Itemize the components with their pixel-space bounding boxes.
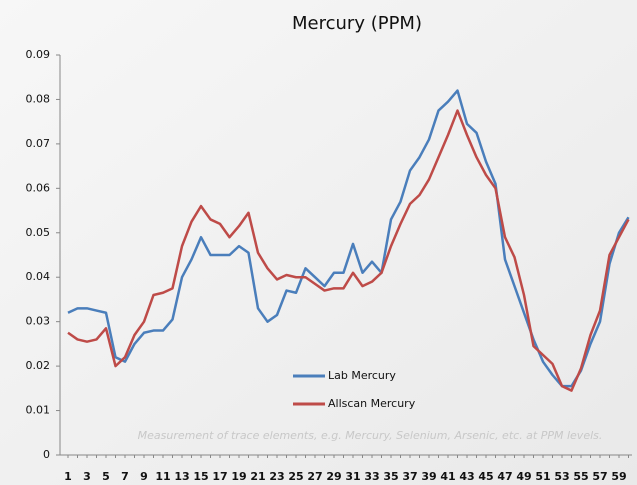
x-tick-label: 57	[592, 470, 607, 483]
y-tick-label: 0.06	[26, 181, 51, 194]
x-tick-label: 13	[174, 470, 189, 483]
x-tick-label: 31	[345, 470, 360, 483]
y-tick-label: 0	[43, 448, 50, 461]
x-tick-label: 5	[102, 470, 110, 483]
y-tick-label: 0.01	[26, 404, 51, 417]
x-tick-label: 49	[516, 470, 531, 483]
x-tick-label: 55	[573, 470, 588, 483]
x-tick-label: 7	[121, 470, 129, 483]
x-tick-label: 11	[155, 470, 170, 483]
x-tick-label: 51	[535, 470, 550, 483]
chart-title: Mercury (PPM)	[292, 13, 422, 34]
x-tick-label: 21	[250, 470, 265, 483]
x-tick-label: 53	[554, 470, 569, 483]
y-tick-label: 0.03	[26, 315, 51, 328]
series-line	[67, 89, 630, 388]
x-tick-label: 43	[459, 470, 474, 483]
x-tick-label: 29	[326, 470, 341, 483]
x-tick-label: 3	[83, 470, 91, 483]
x-tick-label: 25	[288, 470, 303, 483]
annotation: Measurement of trace elements, e.g. Merc…	[138, 429, 603, 442]
y-tick-label: 0.08	[26, 92, 51, 105]
x-tick-label: 37	[402, 470, 417, 483]
y-tick-label: 0.07	[26, 137, 51, 150]
x-tick-label: 17	[212, 470, 227, 483]
series-line	[67, 109, 630, 392]
y-tick-label: 0.09	[26, 48, 51, 61]
x-tick-label: 45	[478, 470, 493, 483]
x-tick-label: 47	[497, 470, 512, 483]
x-tick-label: 33	[364, 470, 379, 483]
x-tick-label: 41	[440, 470, 455, 483]
y-tick-label: 0.05	[26, 226, 51, 239]
x-tick-label: 27	[307, 470, 322, 483]
y-tick-label: 0.02	[26, 359, 51, 372]
x-tick-label: 59	[611, 470, 626, 483]
x-tick-label: 19	[231, 470, 246, 483]
x-tick-label: 35	[383, 470, 398, 483]
x-tick-label: 39	[421, 470, 436, 483]
legend-label: Lab Mercury	[328, 369, 396, 382]
x-tick-label: 23	[269, 470, 284, 483]
legend-label: Allscan Mercury	[328, 397, 416, 410]
x-tick-label: 9	[140, 470, 148, 483]
y-tick-label: 0.04	[26, 270, 51, 283]
x-tick-label: 1	[64, 470, 72, 483]
x-tick-label: 15	[193, 470, 208, 483]
